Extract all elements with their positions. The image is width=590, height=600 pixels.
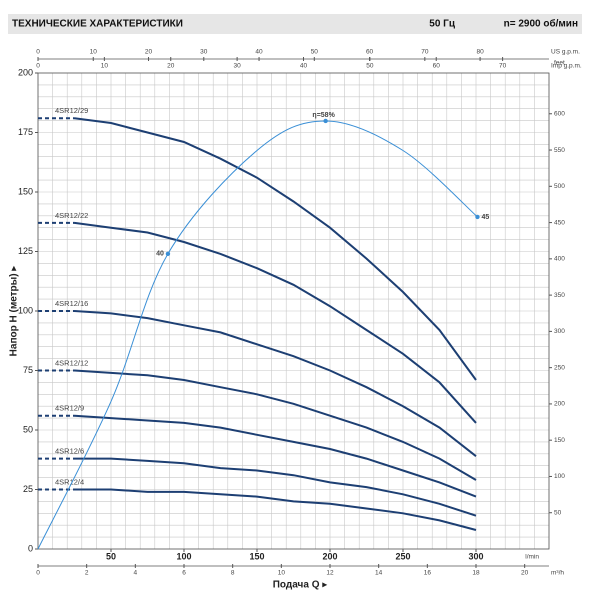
y-tick-label: 0 xyxy=(28,543,33,553)
header-band xyxy=(8,14,582,34)
curve xyxy=(74,369,477,481)
extra-tick-label: 6 xyxy=(182,570,186,577)
speed: n= 2900 об/мин xyxy=(504,18,578,30)
extra-tick-label: 30 xyxy=(233,63,241,70)
extra-tick-label: 10 xyxy=(90,49,98,56)
series-label: 4SR12/9 xyxy=(55,404,84,413)
extra-tick-label: 0 xyxy=(36,63,40,70)
y-axis-label: Напор H (метры) ▸ xyxy=(9,266,20,357)
curve xyxy=(74,414,477,498)
extra-tick-label: 16 xyxy=(424,570,432,577)
extra-tick-label: 8 xyxy=(231,570,235,577)
curve xyxy=(74,310,477,457)
y2-tick-label: 450 xyxy=(554,219,565,226)
extra-tick-label: 10 xyxy=(101,63,109,70)
y-tick-label: 175 xyxy=(18,127,33,137)
x-tick-label: 150 xyxy=(249,551,264,561)
y2-tick-label: 250 xyxy=(554,364,565,371)
y-tick-label: 100 xyxy=(18,305,33,315)
curve xyxy=(74,221,477,424)
chart-title: ТЕХНИЧЕСКИЕ ХАРАКТЕРИСТИКИ xyxy=(12,19,183,30)
y2-tick-label: 600 xyxy=(554,110,565,117)
extra-tick-label: 30 xyxy=(200,49,208,56)
extra-tick-label: 50 xyxy=(311,49,319,56)
x-tick-label: 200 xyxy=(322,551,337,561)
y2-unit: feet xyxy=(554,60,565,67)
extra-tick-label: 80 xyxy=(476,49,484,56)
extra-tick-label: 20 xyxy=(521,570,529,577)
y-tick-label: 50 xyxy=(23,424,33,434)
series-label: 4SR12/6 xyxy=(55,447,84,456)
extra-tick-label: 60 xyxy=(366,49,374,56)
extra-tick-label: 2 xyxy=(85,570,89,577)
curve xyxy=(74,488,477,531)
y2-tick-label: 150 xyxy=(554,437,565,444)
y2-tick-label: 400 xyxy=(554,256,565,263)
extra-tick-label: 20 xyxy=(167,63,175,70)
x-tick-label: 100 xyxy=(176,551,191,561)
y-tick-label: 75 xyxy=(23,365,33,375)
y-tick-label: 25 xyxy=(23,484,33,494)
y2-tick-label: 100 xyxy=(554,473,565,480)
x-axis-label: Подача Q ▸ xyxy=(273,580,328,591)
extra-tick-label: 60 xyxy=(433,63,441,70)
extra-tick-label: 12 xyxy=(326,570,334,577)
y-tick-label: 125 xyxy=(18,246,33,256)
extra-tick-label: 14 xyxy=(375,570,383,577)
extra-tick-label: 70 xyxy=(421,49,429,56)
y2-tick-label: 350 xyxy=(554,292,565,299)
extra-tick-label: 40 xyxy=(300,63,308,70)
series-label: 4SR12/22 xyxy=(55,211,88,220)
y-tick-label: 200 xyxy=(18,67,33,77)
efficiency-curve xyxy=(37,120,478,550)
extra-tick-label: 10 xyxy=(278,570,286,577)
series-label: 4SR12/16 xyxy=(55,299,88,308)
efficiency-label: η=58% xyxy=(312,112,335,119)
x-tick-label: 250 xyxy=(395,551,410,561)
series-label: 4SR12/29 xyxy=(55,106,88,115)
extra-tick-label: 4 xyxy=(134,570,138,577)
y2-tick-label: 550 xyxy=(554,147,565,154)
extra-axis-unit: US g.p.m. xyxy=(551,49,580,56)
extra-axis-unit: Imp g.p.m. xyxy=(551,63,582,70)
extra-tick-label: 70 xyxy=(499,63,507,70)
x-tick-label: 50 xyxy=(106,551,116,561)
curve xyxy=(74,117,477,381)
efficiency-label: 40 xyxy=(156,251,164,258)
efficiency-point xyxy=(323,118,328,124)
x-tick-label: 300 xyxy=(468,551,483,561)
y2-tick-label: 200 xyxy=(554,401,565,408)
extra-tick-label: 40 xyxy=(255,49,263,56)
frequency: 50 Гц xyxy=(429,19,456,30)
extra-tick-label: 0 xyxy=(36,49,40,56)
efficiency-point xyxy=(165,251,171,257)
extra-tick-label: 50 xyxy=(366,63,374,70)
series-label: 4SR12/4 xyxy=(55,477,84,486)
efficiency-label: 45 xyxy=(481,214,489,221)
series-label: 4SR12/12 xyxy=(55,358,88,367)
curve xyxy=(74,457,477,517)
y-tick-label: 150 xyxy=(18,186,33,196)
y2-tick-label: 50 xyxy=(554,509,562,516)
y2-tick-label: 300 xyxy=(554,328,565,335)
x-unit: l/min xyxy=(525,554,539,561)
extra-tick-label: 0 xyxy=(36,570,40,577)
y2-tick-label: 500 xyxy=(554,183,565,190)
extra-axis-unit: m³/h xyxy=(551,570,564,577)
extra-tick-label: 18 xyxy=(472,570,480,577)
extra-tick-label: 20 xyxy=(145,49,153,56)
efficiency-point xyxy=(475,214,480,220)
